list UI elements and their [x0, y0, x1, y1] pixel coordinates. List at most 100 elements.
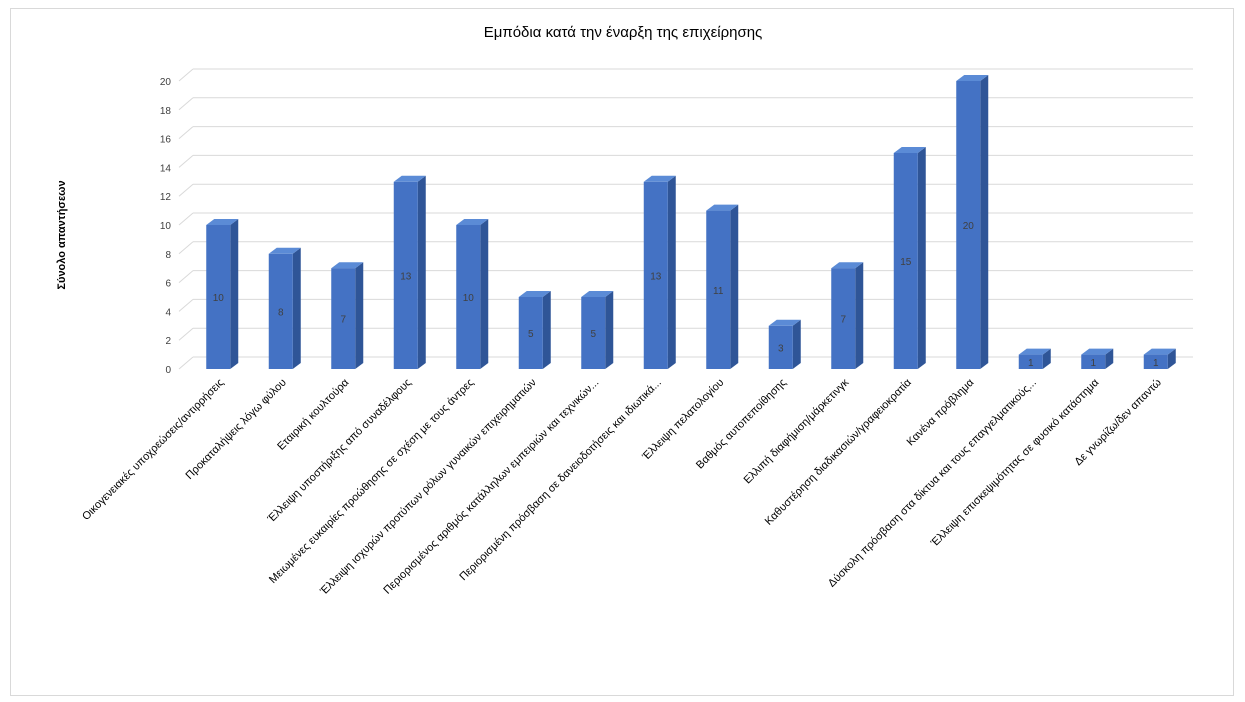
- x-tick-label: Περιορισμένος αριθμός κατάλληλων εμπειρι…: [381, 377, 601, 597]
- bar-side: [1105, 348, 1114, 369]
- data-label: 1: [1028, 358, 1034, 369]
- bar-side: [417, 175, 426, 369]
- y-tick-label: 20: [160, 77, 172, 88]
- data-label: 8: [278, 307, 284, 318]
- bar-front: [456, 225, 481, 369]
- y-tick-label: 14: [160, 163, 172, 174]
- gridline-diagonal: [178, 270, 194, 283]
- bar-top: [1081, 348, 1114, 355]
- bar: 1: [1143, 348, 1176, 369]
- data-label: 7: [340, 315, 346, 326]
- gridline-diagonal: [178, 356, 194, 370]
- bar: 11: [706, 204, 739, 369]
- bar-front: [1143, 354, 1168, 369]
- bar: 10: [456, 219, 489, 369]
- x-tick-label: Προκαταλήψεις λόγω φύλου: [184, 377, 289, 482]
- bar-top: [393, 175, 426, 182]
- bar-front: [331, 268, 356, 369]
- bar-side: [855, 262, 864, 369]
- bar: 13: [393, 175, 426, 369]
- bar-top: [331, 262, 364, 269]
- x-tick-label: Καθυστέρηση διαδικασιών/γραφειοκρατία: [763, 376, 915, 528]
- y-tick-label: 4: [165, 307, 171, 318]
- bar-front: [268, 253, 293, 369]
- bar-side: [480, 219, 489, 369]
- gridline-diagonal: [178, 212, 194, 226]
- data-label: 10: [463, 293, 475, 304]
- bar-front: [768, 325, 793, 369]
- bar: 7: [831, 262, 864, 369]
- chart-title: Εμπόδια κατά την έναρξη της επιχείρησης: [484, 24, 763, 41]
- y-tick-label: 18: [160, 106, 172, 117]
- x-tick-label: Έλλειψη υποστήριξης από συναδέλφους: [265, 377, 414, 526]
- bar-side: [605, 291, 614, 369]
- bar-top: [1143, 348, 1176, 355]
- bar: 10: [206, 219, 239, 369]
- bar-top: [643, 175, 676, 182]
- bar: 3: [768, 319, 801, 369]
- bar-top: [1018, 348, 1051, 355]
- gridline-diagonal: [178, 126, 194, 139]
- gridline-diagonal: [178, 183, 194, 197]
- bar: 5: [581, 291, 614, 369]
- bar-front: [706, 210, 731, 369]
- y-axis-ticks: 0 2 4 6 8 10 12 14 16 18 20: [160, 77, 172, 376]
- bar: 13: [643, 175, 676, 369]
- bar-side: [230, 219, 239, 369]
- bar-front: [518, 297, 543, 369]
- bar-side: [730, 204, 739, 369]
- bar: 5: [518, 291, 551, 369]
- y-tick-label: 0: [165, 365, 171, 376]
- bar-side: [667, 175, 676, 369]
- data-label: 7: [840, 315, 846, 326]
- gridline-diagonal: [178, 299, 194, 312]
- bar: 8: [268, 247, 301, 369]
- bar-side: [542, 291, 551, 369]
- bar-top: [268, 247, 301, 254]
- bar-front: [956, 81, 981, 369]
- bar: 20: [956, 75, 989, 369]
- bar: 1: [1081, 348, 1114, 369]
- gridline-diagonal: [178, 155, 194, 168]
- bar-front: [393, 181, 418, 369]
- data-label: 3: [778, 343, 784, 354]
- x-tick-label: Δύσκολη πρόσβαση στα δίκτυα και τους επα…: [826, 377, 1039, 590]
- data-label: 13: [400, 271, 412, 282]
- bar-side: [292, 247, 301, 369]
- x-tick-label: Κανένα πρόβλημα: [905, 376, 977, 448]
- data-label: 13: [650, 271, 662, 282]
- bar-front: [893, 153, 918, 369]
- y-tick-label: 12: [160, 192, 172, 203]
- gridline-diagonal: [178, 68, 194, 82]
- bar-chart: Εμπόδια κατά την έναρξη της επιχείρησης …: [56, 24, 1193, 598]
- bar: 7: [331, 262, 364, 369]
- bar-top: [581, 291, 614, 297]
- bar-front: [1018, 354, 1043, 369]
- data-label: 20: [963, 221, 975, 232]
- x-axis-labels: Οικογενειακές υποχρεώσεις/αντιρρήσειςΠρο…: [80, 376, 1164, 598]
- bar-side: [1042, 348, 1051, 369]
- bar-top: [456, 219, 489, 225]
- gridline-diagonal: [178, 241, 194, 255]
- gridline-diagonal: [178, 97, 194, 111]
- bar-front: [1081, 354, 1106, 369]
- bar-top: [706, 204, 739, 211]
- bar-front: [643, 181, 668, 369]
- x-tick-label: Έλλειψη ισχυρών προτύπων ρόλων γυναικών …: [317, 376, 539, 598]
- bar-side: [1167, 348, 1176, 369]
- bar-front: [831, 268, 856, 369]
- x-tick-label: Οικογενειακές υποχρεώσεις/αντιρρήσεις: [80, 377, 226, 523]
- gridlines: [178, 68, 1193, 370]
- x-tick-label: Ελλιπή διαφήμιση/μάρκετινγκ: [742, 376, 852, 486]
- data-label: 5: [590, 329, 596, 340]
- bar-front: [581, 297, 606, 369]
- x-tick-label: Μειωμένες ευκαιρίες προώθησης σε σχέση μ…: [267, 377, 476, 586]
- chart-frame: Εμπόδια κατά την έναρξη της επιχείρησης …: [10, 8, 1234, 696]
- bar-top: [893, 147, 926, 153]
- bar-side: [917, 147, 926, 369]
- data-label: 1: [1090, 358, 1096, 369]
- y-axis-label: Σύνολο απαντήσεων: [56, 180, 68, 289]
- data-label: 5: [528, 329, 534, 340]
- y-tick-label: 16: [160, 135, 172, 146]
